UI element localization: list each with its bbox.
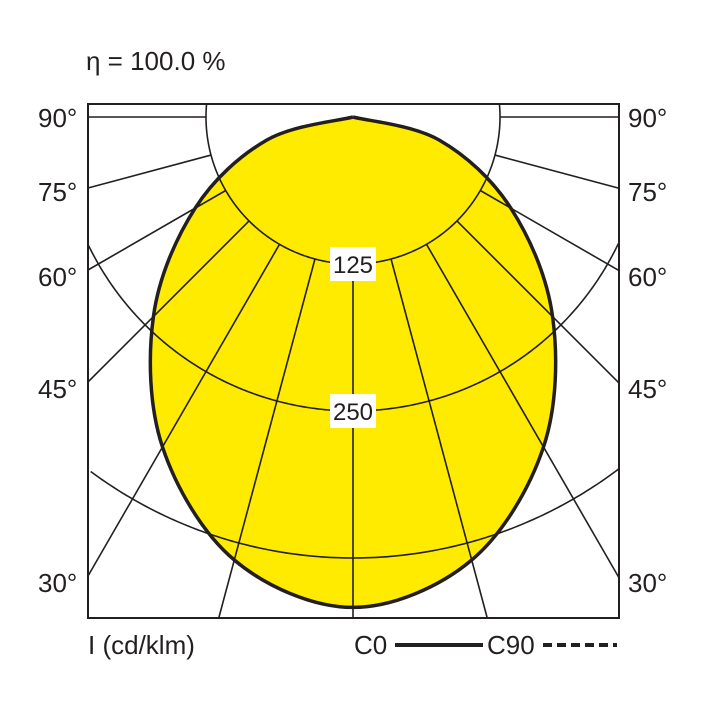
ring-gridline-375 <box>90 468 619 559</box>
ring-label-bg <box>330 247 376 281</box>
radial-gridline <box>479 189 620 272</box>
radial-gridline <box>425 243 620 579</box>
angle-label-left-60: 60° <box>38 262 77 292</box>
angle-label-right-30: 30° <box>628 568 667 598</box>
ring-gridline-125 <box>205 104 501 265</box>
angle-label-left-30: 30° <box>38 568 77 598</box>
ring-label-bg <box>330 394 376 428</box>
radial-gridline <box>494 154 620 190</box>
chart-title: η = 100.0 % <box>86 46 226 76</box>
angle-label-left-75: 75° <box>38 177 77 207</box>
ring-gridline-250 <box>88 243 620 412</box>
angle-label-right-75: 75° <box>628 177 667 207</box>
radial-gridline <box>87 220 250 383</box>
angle-label-right-60: 60° <box>628 262 667 292</box>
angle-label-left-90: 90° <box>38 103 77 133</box>
ring-label-250: 250 <box>333 399 373 426</box>
angle-label-right-90: 90° <box>628 103 667 133</box>
angle-label-left-45: 45° <box>38 374 77 404</box>
legend-c90-label: C90 <box>487 630 535 660</box>
unit-label: I (cd/klm) <box>88 630 195 660</box>
radial-gridline <box>87 243 281 577</box>
plot-frame <box>87 103 620 619</box>
radial-gridline <box>87 189 227 271</box>
c0-curve <box>148 115 558 610</box>
radial-gridline <box>87 154 212 189</box>
ring-label-125: 125 <box>333 252 373 279</box>
radial-gridline <box>456 220 620 384</box>
legend-c0-label: C0 <box>354 630 387 660</box>
angle-label-right-45: 45° <box>628 374 667 404</box>
